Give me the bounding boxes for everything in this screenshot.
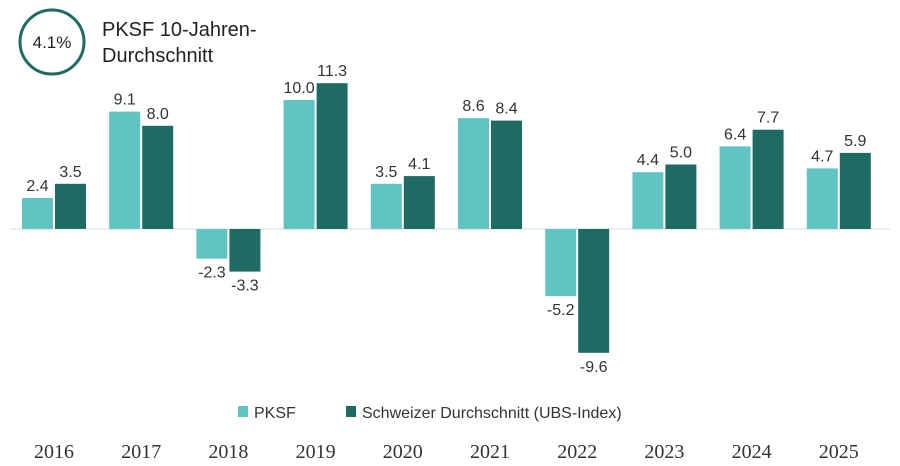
value-label-schweizer-durchschnitt-ubs-index-2023: 5.0 (670, 145, 692, 162)
x-tick-label-2023: 2023 (644, 441, 684, 463)
bar-pksf-2017 (109, 111, 141, 229)
x-tick-label-2018: 2018 (208, 441, 248, 463)
value-label-pksf-2024: 6.4 (724, 126, 746, 143)
x-tick-label-2016: 2016 (34, 441, 74, 463)
bar-pksf-2023 (632, 172, 664, 229)
x-tick-label-2021: 2021 (470, 441, 510, 463)
bar-schweizer-durchschnitt-ubs-index-2019 (316, 83, 348, 229)
value-label-pksf-2025: 4.7 (811, 148, 833, 165)
bar-pksf-2016 (22, 198, 53, 229)
value-label-schweizer-durchschnitt-ubs-index-2022: -9.6 (580, 359, 608, 376)
x-tick-label-2022: 2022 (557, 441, 597, 463)
legend-swatch-ubs (346, 406, 356, 417)
x-tick-label-2020: 2020 (383, 441, 423, 463)
bar-schweizer-durchschnitt-ubs-index-2018 (229, 229, 261, 272)
year-labels-group: 2016 2017 2018 2019 2020 2021 2022 2023 2024 2025 (34, 441, 859, 463)
x-tick-label-2017: 2017 (121, 441, 161, 463)
legend-label-ubs: Schweizer Durchschnitt (UBS-Index) (362, 405, 622, 422)
bar-schweizer-durchschnitt-ubs-index-2016 (55, 183, 86, 229)
legend-label-pksf: PKSF (254, 405, 296, 422)
bar-schweizer-durchschnitt-ubs-index-2020 (403, 176, 435, 229)
bar-pksf-2022 (545, 229, 577, 297)
bar-pksf-2018 (196, 229, 228, 259)
average-badge-ring (18, 8, 86, 76)
legend-swatch-pksf (238, 406, 248, 417)
value-label-pksf-2018: -2.3 (198, 265, 226, 282)
bar-schweizer-durchschnitt-ubs-index-2021 (491, 120, 522, 229)
average-badge-value: 4.1% (33, 33, 72, 52)
value-label-pksf-2022: -5.2 (547, 302, 575, 319)
average-badge: 4.1% (18, 8, 86, 76)
x-tick-label-2024: 2024 (732, 441, 772, 463)
value-label-schweizer-durchschnitt-ubs-index-2024: 7.7 (757, 110, 779, 127)
value-label-schweizer-durchschnitt-ubs-index-2020: 4.1 (408, 156, 430, 173)
value-label-pksf-2021: 8.6 (462, 98, 484, 115)
value-label-schweizer-durchschnitt-ubs-index-2021: 8.4 (495, 101, 517, 118)
value-label-pksf-2020: 3.5 (375, 164, 397, 181)
value-label-pksf-2023: 4.4 (637, 152, 659, 169)
bar-pksf-2019 (283, 100, 315, 229)
value-label-schweizer-durchschnitt-ubs-index-2016: 3.5 (59, 164, 81, 181)
value-label-schweizer-durchschnitt-ubs-index-2019: 11.3 (317, 63, 347, 80)
chart-title-line2: Durchschnitt (102, 45, 214, 67)
bar-pksf-2024 (719, 146, 751, 229)
x-tick-label-2019: 2019 (296, 441, 336, 463)
bar-schweizer-durchschnitt-ubs-index-2024 (752, 129, 784, 229)
bar-schweizer-durchschnitt-ubs-index-2023 (665, 164, 697, 229)
value-label-pksf-2016: 2.4 (26, 178, 48, 195)
bars-group (22, 83, 871, 353)
x-tick-label-2025: 2025 (819, 441, 859, 463)
bar-pksf-2025 (806, 168, 838, 229)
value-label-pksf-2017: 9.1 (114, 92, 136, 109)
bar-schweizer-durchschnitt-ubs-index-2022 (578, 229, 610, 353)
chart-title-line1: PKSF 10-Jahren- (102, 19, 257, 41)
value-label-pksf-2019: 10.0 (284, 80, 315, 97)
value-label-schweizer-durchschnitt-ubs-index-2017: 8.0 (147, 106, 169, 123)
value-label-schweizer-durchschnitt-ubs-index-2018: -3.3 (231, 278, 259, 295)
value-label-schweizer-durchschnitt-ubs-index-2025: 5.9 (844, 133, 866, 150)
bar-pksf-2020 (370, 183, 402, 229)
bar-schweizer-durchschnitt-ubs-index-2017 (142, 125, 174, 229)
bar-pksf-2021 (458, 118, 489, 229)
legend: PKSF Schweizer Durchschnitt (UBS-Index) (238, 405, 622, 422)
bar-schweizer-durchschnitt-ubs-index-2025 (839, 152, 871, 229)
value-labels-group: 2.4 3.5 9.1 8.0 -2.3 -3.3 10.011.3 3.5 4.1 8.6 8.4… (26, 63, 866, 376)
